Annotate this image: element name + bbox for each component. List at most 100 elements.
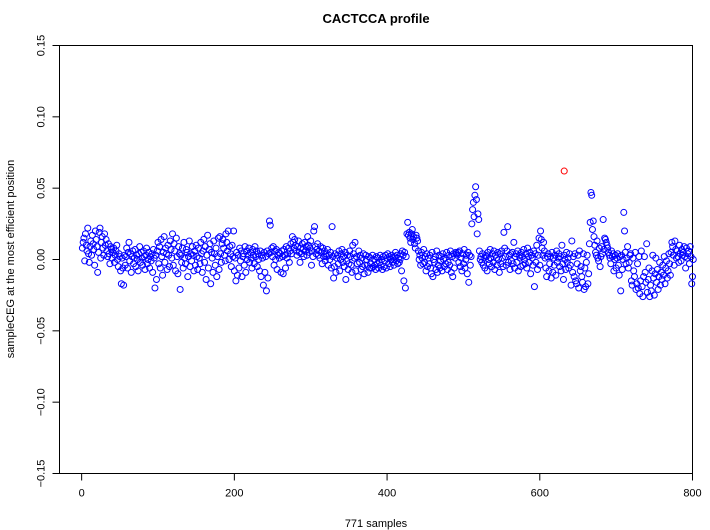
data-point — [500, 228, 508, 236]
data-point — [94, 268, 102, 276]
y-tick-label: −0.15 — [36, 460, 48, 488]
data-point — [638, 283, 646, 291]
x-axis-label: 771 samples — [345, 518, 408, 530]
data-point — [689, 273, 696, 281]
data-point — [637, 247, 645, 255]
data-point — [523, 264, 531, 272]
data-point — [149, 246, 157, 254]
data-point — [125, 238, 133, 246]
data-point — [242, 268, 250, 276]
data-point — [151, 284, 159, 292]
data-point — [457, 254, 465, 262]
data-point — [224, 227, 232, 235]
data-point — [364, 268, 372, 276]
y-tick-label: 0.10 — [36, 106, 48, 127]
data-point — [621, 227, 629, 235]
data-point — [265, 217, 273, 225]
data-point — [467, 253, 475, 261]
data-point — [462, 256, 470, 263]
data-point — [540, 238, 548, 246]
data-point — [96, 224, 104, 232]
data-point — [578, 273, 586, 281]
data-point — [120, 281, 128, 289]
data-point — [572, 277, 580, 285]
data-point — [221, 257, 229, 265]
data-point — [400, 277, 408, 285]
data-point — [510, 238, 518, 246]
data-point — [330, 274, 338, 282]
data-point — [185, 237, 193, 245]
data-point — [630, 273, 638, 281]
data-point — [217, 250, 225, 258]
x-tick-label: 200 — [225, 488, 243, 500]
data-point — [472, 196, 480, 204]
data-point — [583, 251, 591, 259]
data-point — [200, 236, 208, 244]
data-point — [307, 261, 315, 269]
data-point — [217, 258, 225, 266]
data-point — [414, 237, 422, 245]
data-point — [209, 268, 217, 276]
data-point — [279, 270, 287, 278]
data-point — [113, 241, 121, 249]
data-point — [123, 264, 131, 272]
data-point — [686, 243, 694, 251]
data-point — [685, 247, 693, 255]
data-point — [404, 218, 412, 226]
data-point — [471, 191, 479, 199]
data-point — [579, 250, 587, 258]
data-point — [84, 224, 92, 232]
data-point — [235, 264, 243, 272]
data-point — [201, 258, 209, 266]
data-point — [401, 284, 409, 292]
data-point — [628, 281, 636, 289]
data-point — [566, 261, 574, 269]
data-point — [282, 264, 290, 272]
data-point — [463, 270, 471, 278]
data-point — [577, 263, 585, 271]
data-point — [169, 261, 177, 269]
data-point — [630, 267, 638, 275]
data-point — [506, 265, 514, 273]
data-point — [509, 260, 517, 268]
data-point — [614, 261, 622, 269]
data-point — [581, 264, 589, 272]
data-point — [587, 188, 595, 196]
data-point — [262, 287, 270, 295]
data-point — [365, 253, 373, 261]
data-point — [178, 258, 186, 266]
data-point — [159, 271, 167, 279]
data-point — [640, 253, 648, 261]
data-point — [521, 260, 529, 268]
data-point — [495, 268, 503, 276]
data-point — [647, 281, 655, 289]
data-point — [212, 244, 220, 252]
data-point — [618, 265, 626, 273]
data-point — [689, 256, 697, 263]
data-point — [227, 263, 235, 271]
data-point — [569, 268, 577, 276]
data-point — [176, 285, 184, 293]
data-point — [688, 280, 696, 288]
data-point — [617, 287, 625, 295]
data-point — [454, 248, 462, 256]
data-point — [466, 251, 474, 259]
data-point — [473, 230, 481, 238]
data-point — [620, 208, 628, 216]
y-axis-label: sampleCEG at the most efficient position — [5, 160, 17, 359]
data-point — [536, 261, 544, 269]
data-points — [78, 167, 697, 301]
data-point — [596, 263, 604, 271]
data-point — [661, 280, 669, 288]
data-point — [582, 258, 590, 266]
data-point — [214, 234, 222, 242]
data-point — [172, 234, 180, 242]
x-axis: 0 200 400 600 800 — [79, 473, 702, 500]
data-point — [395, 258, 403, 266]
data-point — [123, 244, 131, 252]
y-tick-label: 0.05 — [36, 177, 48, 198]
data-point — [527, 270, 535, 278]
highlighted-data-point — [560, 167, 568, 175]
data-point — [372, 253, 380, 261]
data-point — [88, 251, 96, 259]
